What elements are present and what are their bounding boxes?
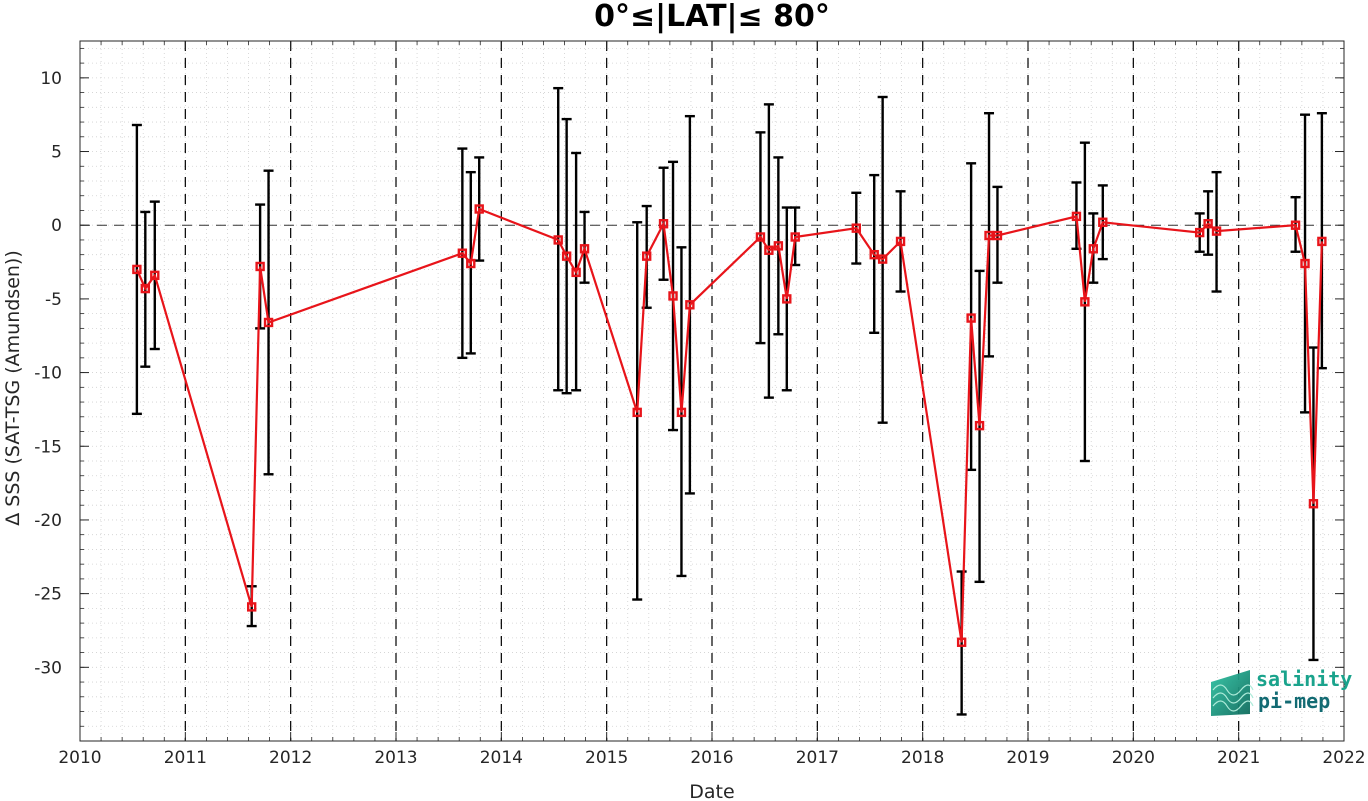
y-tick-label: -30 <box>34 658 62 678</box>
data-point-marker <box>974 420 985 431</box>
x-tick-label: 2012 <box>269 748 312 768</box>
x-tick-label: 2018 <box>901 748 944 768</box>
y-tick-label: -20 <box>34 511 62 531</box>
x-tick-label: 2010 <box>58 748 101 768</box>
data-point-marker <box>984 230 994 241</box>
data-point-marker <box>755 232 766 242</box>
data-point-marker <box>676 407 687 418</box>
data-point-marker <box>1211 226 1222 236</box>
data-point-marker <box>1071 211 1082 222</box>
data-point-marker <box>579 244 590 254</box>
y-tick-label: -15 <box>34 437 62 457</box>
data-point-marker <box>474 204 484 214</box>
data-point-marker <box>1300 258 1310 269</box>
x-tick-label: 2022 <box>1322 748 1365 768</box>
y-tick-label: 10 <box>40 69 62 89</box>
data-point-marker <box>457 248 468 258</box>
axis-ticks <box>79 41 1345 742</box>
data-point-marker <box>1088 244 1099 254</box>
data-point-marker <box>992 230 1003 241</box>
x-tick-label: 2020 <box>1112 748 1155 768</box>
x-tick-label: 2014 <box>480 748 523 768</box>
data-point-marker <box>877 254 888 264</box>
x-tick-label: 2013 <box>374 748 417 768</box>
data-point-marker <box>685 300 695 310</box>
data-point-marker <box>790 232 800 242</box>
data-point-marker <box>263 317 274 328</box>
data-point-marker <box>632 407 642 418</box>
data-point-marker <box>1317 236 1327 247</box>
data-point-marker <box>150 270 160 281</box>
data-point-marker <box>255 261 265 272</box>
data-point-marker <box>641 251 652 261</box>
data-point-marker <box>466 258 476 269</box>
data-point-marker <box>658 219 669 229</box>
series-line <box>135 207 1323 643</box>
data-point-marker <box>668 291 678 301</box>
data-point-marker <box>132 264 142 275</box>
data-point-marker <box>246 602 257 612</box>
data-point-marker <box>895 236 906 247</box>
x-tick-labels: 2010 2011 2012 2013 2014 2015 2016 2017 2018 2019… <box>58 748 1365 768</box>
data-point-marker <box>773 241 784 251</box>
data-point-marker <box>553 235 563 245</box>
y-tick-label: -10 <box>34 364 62 384</box>
x-tick-label: 2015 <box>585 748 628 768</box>
x-tick-label: 2011 <box>164 748 207 768</box>
wave-logo-icon <box>1211 670 1254 716</box>
chart-title: 0°≤|LAT|≤ 80° <box>594 0 830 34</box>
data-point-marker <box>1203 219 1213 229</box>
logo-line1: salinity <box>1256 667 1352 691</box>
y-axis-title: Δ SSS (SAT-TSG (Amundsen)) <box>2 250 24 526</box>
x-tick-label: 2019 <box>1006 748 1049 768</box>
data-point-marker <box>571 267 581 278</box>
x-axis-title: Date <box>689 781 734 801</box>
logo-line2: pi-mep <box>1258 689 1330 713</box>
data-point-marker <box>1194 227 1205 238</box>
data-point-marker <box>1080 297 1090 307</box>
data-point-marker <box>561 251 572 261</box>
data-point-marker <box>1308 499 1319 509</box>
x-tick-label: 2016 <box>690 748 733 768</box>
y-tick-labels: 10 5 0 -5 -10 -15 -20 -25 -30 <box>34 69 62 678</box>
x-tick-label: 2017 <box>796 748 839 768</box>
series-markers <box>132 204 1327 647</box>
error-bars <box>131 86 1327 716</box>
y-tick-label: 0 <box>51 216 62 236</box>
data-point-marker <box>956 637 967 647</box>
y-tick-label: -5 <box>45 290 62 310</box>
x-tick-label: 2021 <box>1217 748 1260 768</box>
salinity-pi-mep-logo: salinity pi-mep <box>1211 667 1352 716</box>
data-point-marker <box>1098 217 1108 227</box>
data-point-marker <box>140 283 151 294</box>
data-point-marker <box>764 245 774 255</box>
data-point-marker <box>851 223 862 233</box>
data-point-marker <box>966 313 976 323</box>
data-point-marker <box>1290 220 1301 230</box>
y-tick-label: -25 <box>34 585 62 605</box>
y-tick-label: 5 <box>51 143 62 163</box>
data-point-marker <box>782 294 792 304</box>
data-point-marker <box>869 249 879 260</box>
